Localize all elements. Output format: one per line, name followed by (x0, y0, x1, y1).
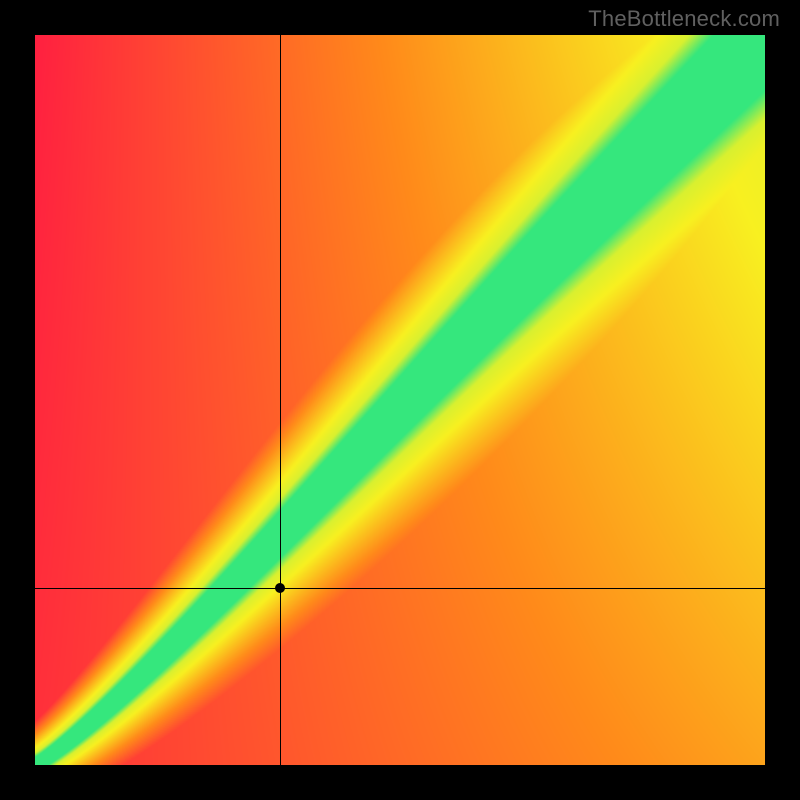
marker-dot (275, 583, 285, 593)
chart-container: TheBottleneck.com (0, 0, 800, 800)
heatmap-plot (35, 35, 765, 765)
crosshair-vertical (280, 35, 281, 765)
crosshair-horizontal (35, 588, 765, 589)
heatmap-canvas (35, 35, 765, 765)
watermark-text: TheBottleneck.com (588, 6, 780, 32)
